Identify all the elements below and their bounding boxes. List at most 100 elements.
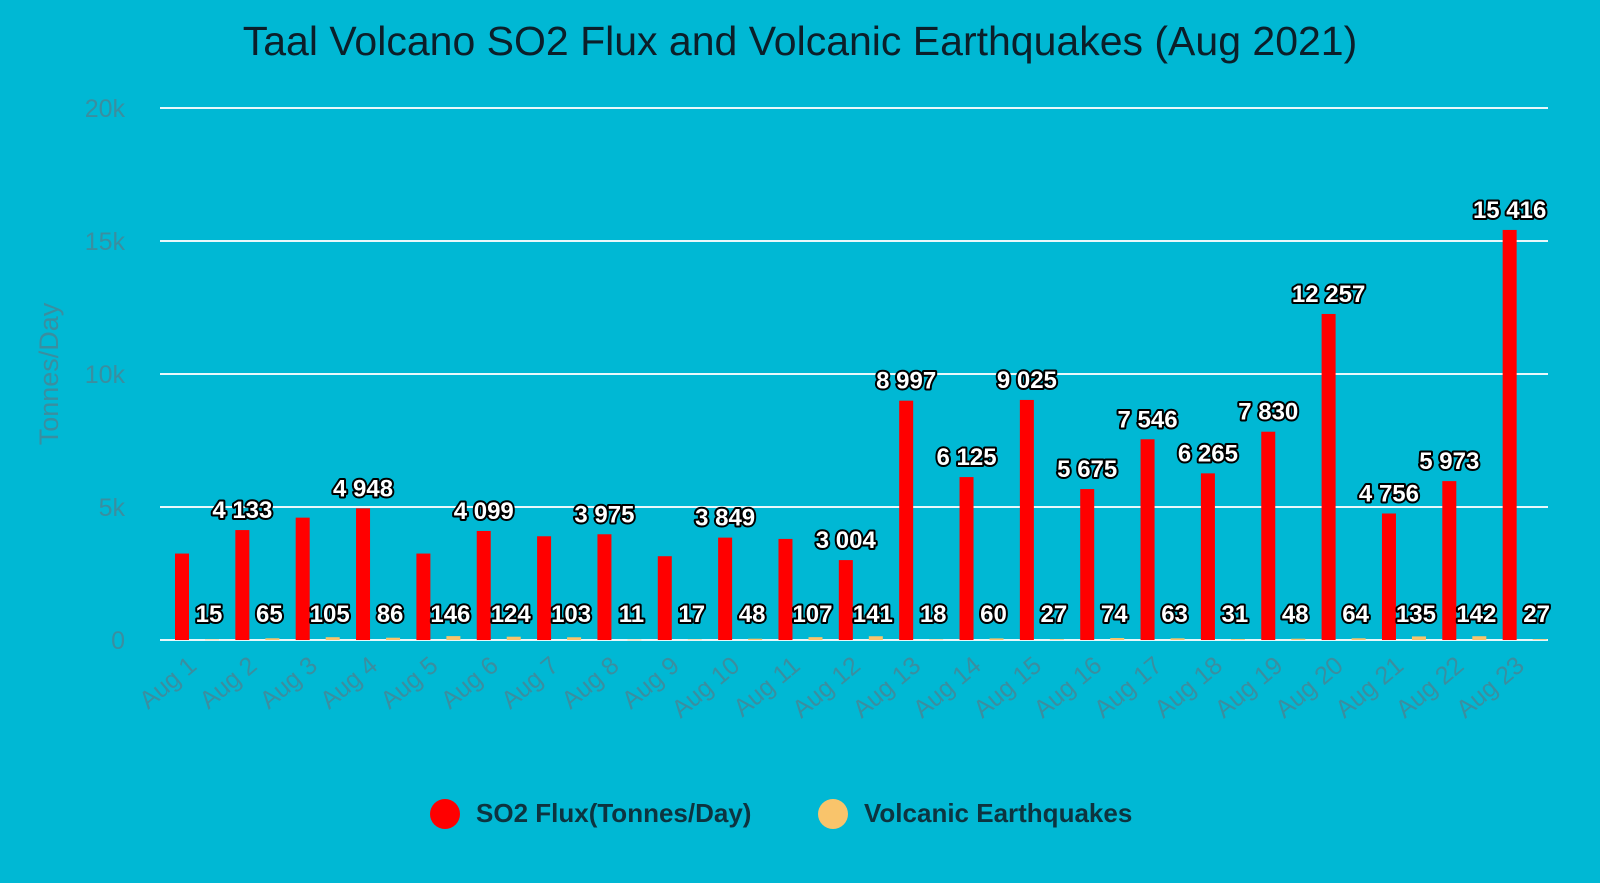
quake-data-label: 146 [430,601,470,628]
so2-bar [1502,229,1517,641]
quake-data-label: 15 [196,601,223,628]
quake-data-label: 60 [980,601,1007,628]
quake-data-label: 18 [920,601,947,628]
so2-data-label: 4 948 [333,475,393,502]
quake-bar [265,638,280,640]
quake-bar [567,637,582,640]
quake-data-label: 63 [1161,601,1188,628]
quake-bar [1472,636,1487,640]
quake-data-label: 31 [1222,601,1249,628]
so2-data-label: 5 675 [1057,456,1117,483]
so2-bar [1381,513,1396,640]
y-tick-label: 15k [85,228,126,256]
so2-data-label: 4 099 [454,498,514,525]
so2-bar [657,556,672,640]
quake-data-label: 142 [1456,601,1496,628]
so2-data-label: 9 025 [997,367,1057,394]
quake-bar [1170,638,1185,640]
so2-data-label: 7 830 [1238,399,1298,426]
so2-bar [1200,473,1215,640]
so2-data-label: 15 416 [1473,197,1546,224]
x-tick-label: Aug 1 [134,651,202,714]
quake-bar [506,636,521,640]
quake-data-label: 27 [1523,601,1550,628]
so2-data-label: 7 546 [1118,406,1178,433]
so2-bar [1140,439,1155,640]
so2-data-label: 6 125 [936,444,996,471]
quake-data-label: 64 [1342,601,1369,628]
quake-bar [929,639,944,641]
legend-item-quakes[interactable]: Volcanic Earthquakes [818,798,1132,829]
x-tick-label: Aug 23 [1451,651,1530,723]
quake-bar [325,637,340,640]
chart-title: Taal Volcano SO2 Flux and Volcanic Earth… [242,18,1358,64]
x-tick-label: Aug 22 [1391,651,1470,723]
legend-item-so2[interactable]: SO2 Flux(Tonnes/Day) [430,798,751,829]
so2-bar [1019,399,1034,640]
so2-bar [1321,313,1336,640]
so2-data-label: 3 975 [574,501,634,528]
legend-marker-quakes [818,798,848,829]
quake-data-label: 48 [739,601,766,628]
quake-bar [205,639,219,641]
so2-bar [778,538,793,640]
legend-label-quakes: Volcanic Earthquakes [864,798,1133,828]
so2-data-label: 12 257 [1292,281,1365,308]
quake-bar [1411,636,1426,640]
x-tick-label: Aug 12 [787,651,866,723]
quake-bar [446,636,461,640]
x-tick-label: Aug 5 [375,651,443,714]
x-tick-label: Aug 10 [666,651,745,723]
so2-data-label: 4 756 [1359,480,1419,507]
quake-bar [1351,638,1366,640]
y-tick-label: 5k [99,494,126,522]
y-tick-label: 10k [85,361,126,389]
quake-data-label: 105 [310,601,350,628]
quake-data-label: 74 [1101,601,1128,628]
quake-data-label: 17 [678,601,705,628]
quake-bar [1230,639,1245,640]
quake-bar [1291,638,1306,640]
x-tick-label: Aug 14 [908,651,987,723]
so2-bar [1261,431,1276,640]
x-tick-label: Aug 21 [1330,651,1409,723]
quake-data-label: 124 [491,601,532,628]
x-tick-label: Aug 13 [847,651,926,723]
quake-data-label: 11 [619,601,644,628]
x-tick-label: Aug 19 [1210,651,1289,723]
so2-data-label: 4 133 [212,497,272,524]
x-tick-label: Aug 3 [255,651,323,714]
quake-bar [627,639,642,641]
quake-bar [687,639,702,641]
quake-data-label: 86 [377,601,404,628]
so2-data-label: 3 849 [695,505,755,532]
x-tick-label: Aug 17 [1089,651,1168,723]
x-tick-label: Aug 8 [556,651,624,714]
y-axis-title: Tonnes/Day [34,302,64,445]
so2-bar [899,400,914,640]
so2-bar [235,530,250,640]
so2-data-label: 5 973 [1419,448,1479,475]
quake-bar [1110,638,1125,640]
x-tick-label: Aug 16 [1029,651,1108,723]
quake-bar [1049,639,1064,640]
x-tick-label: Aug 2 [194,651,262,714]
x-tick-label: Aug 7 [496,651,564,714]
quake-bar [868,636,883,640]
so2-data-label: 3 004 [816,527,877,554]
legend-marker-so2 [430,798,460,829]
so2-data-label: 6 265 [1178,440,1238,467]
quake-bar [386,637,401,640]
x-tick-label: Aug 15 [968,651,1047,723]
so2-bar [838,560,853,640]
quake-data-label: 141 [853,601,893,628]
so2-bar [718,537,733,640]
so2-bar [295,517,310,640]
quake-bar [1532,639,1547,640]
y-tick-label: 20k [85,95,126,123]
so2-bar [1080,489,1095,640]
quake-data-label: 27 [1041,601,1068,628]
quake-data-label: 65 [256,601,283,628]
